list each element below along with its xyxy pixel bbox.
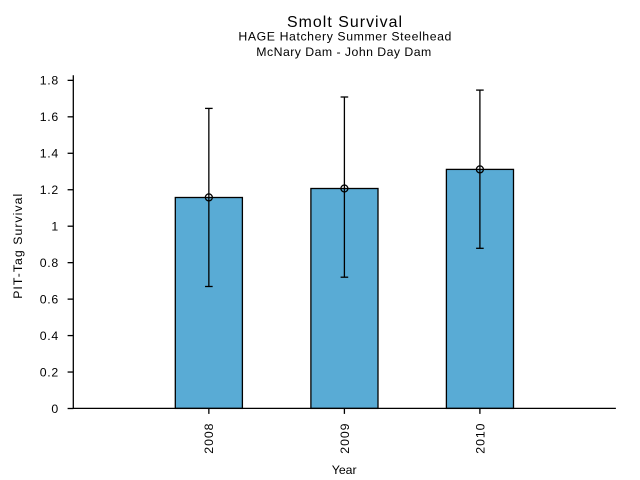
svg-text:0.4: 0.4 xyxy=(40,329,59,343)
svg-text:1: 1 xyxy=(51,220,58,234)
svg-text:2009: 2009 xyxy=(338,423,352,453)
svg-text:2010: 2010 xyxy=(473,423,487,453)
svg-text:0: 0 xyxy=(51,402,58,416)
svg-text:McNary Dam - John Day Dam: McNary Dam - John Day Dam xyxy=(256,45,431,59)
svg-text:1.8: 1.8 xyxy=(40,74,59,88)
svg-text:Year: Year xyxy=(332,463,357,477)
svg-text:0.2: 0.2 xyxy=(40,365,59,379)
svg-text:PIT-Tag Survival: PIT-Tag Survival xyxy=(11,194,25,299)
svg-text:HAGE Hatchery Summer Steelhead: HAGE Hatchery Summer Steelhead xyxy=(238,30,451,44)
svg-text:2008: 2008 xyxy=(202,423,216,453)
svg-text:Smolt Survival: Smolt Survival xyxy=(287,14,402,31)
svg-text:0.8: 0.8 xyxy=(40,256,59,270)
svg-text:1.6: 1.6 xyxy=(40,110,59,124)
svg-text:1.2: 1.2 xyxy=(40,183,59,197)
svg-text:0.6: 0.6 xyxy=(40,292,59,306)
svg-text:1.4: 1.4 xyxy=(40,147,59,161)
